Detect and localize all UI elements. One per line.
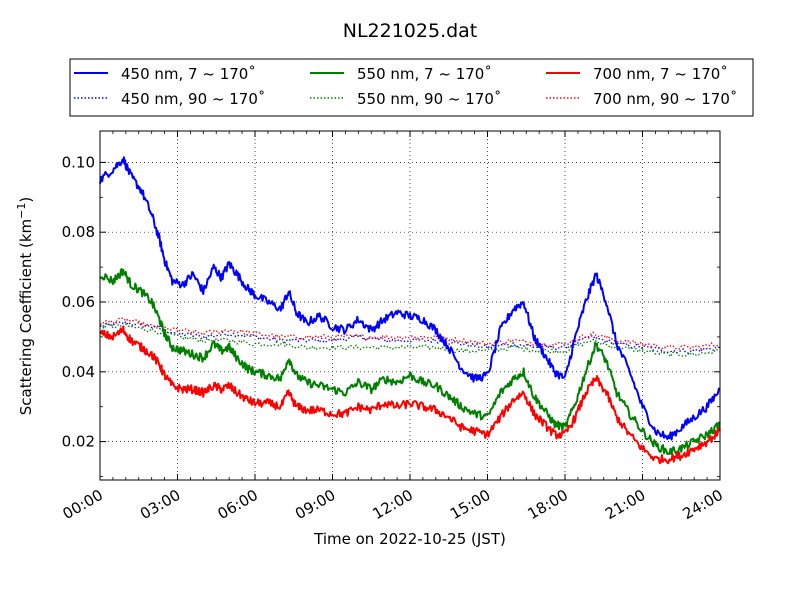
x-tick-label: 00:00 [60, 486, 106, 523]
x-tick-label: 09:00 [292, 486, 338, 523]
legend-label: 450 nm, 90 ~ 170˚ [121, 90, 265, 108]
x-axis-label: Time on 2022-10-25 (JST) [313, 530, 506, 548]
y-axis-label: Scattering Coefficient (km−1) [15, 197, 35, 416]
ticks: 00:00 03:00 06:00 09:00 12:00 15:00 18:00 21:00… [60, 131, 726, 523]
legend-box [69, 58, 754, 117]
legend-label: 450 nm, 7 ~ 170˚ [121, 65, 256, 83]
x-tick-label: 06:00 [215, 486, 261, 523]
series-450-full [99, 156, 721, 441]
y-tick-label: 0.06 [62, 293, 95, 311]
y-axis-label-end: ) [17, 197, 35, 203]
x-tick-label: 15:00 [447, 486, 493, 523]
y-tick-label: 0.10 [62, 153, 95, 171]
legend: 450 nm, 7 ~ 170˚ 450 nm, 90 ~ 170˚ 550 nm,… [69, 58, 754, 117]
legend-label: 550 nm, 90 ~ 170˚ [357, 90, 501, 108]
y-tick-label: 0.08 [62, 223, 95, 241]
y-tick-label: 0.02 [62, 433, 95, 451]
y-axis-label-superscript: −1 [15, 203, 28, 219]
x-tick-label: 03:00 [137, 486, 183, 523]
series-700-full [99, 325, 721, 465]
legend-label: 700 nm, 90 ~ 170˚ [593, 90, 737, 108]
y-axis-label-main: Scattering Coefficient (km [17, 219, 35, 415]
x-tick-label: 12:00 [370, 486, 416, 523]
x-tick-label: 18:00 [525, 486, 571, 523]
x-tick-label: 21:00 [602, 486, 648, 523]
legend-label: 700 nm, 7 ~ 170˚ [593, 65, 728, 83]
series-550-full [99, 268, 721, 456]
chart-title: NL221025.dat [343, 20, 478, 42]
legend-label: 550 nm, 7 ~ 170˚ [357, 65, 492, 83]
y-tick-label: 0.04 [62, 363, 95, 381]
grid [100, 131, 720, 480]
series-450-back [99, 320, 720, 354]
series-layer [99, 156, 721, 465]
x-tick-label: 24:00 [680, 486, 726, 523]
